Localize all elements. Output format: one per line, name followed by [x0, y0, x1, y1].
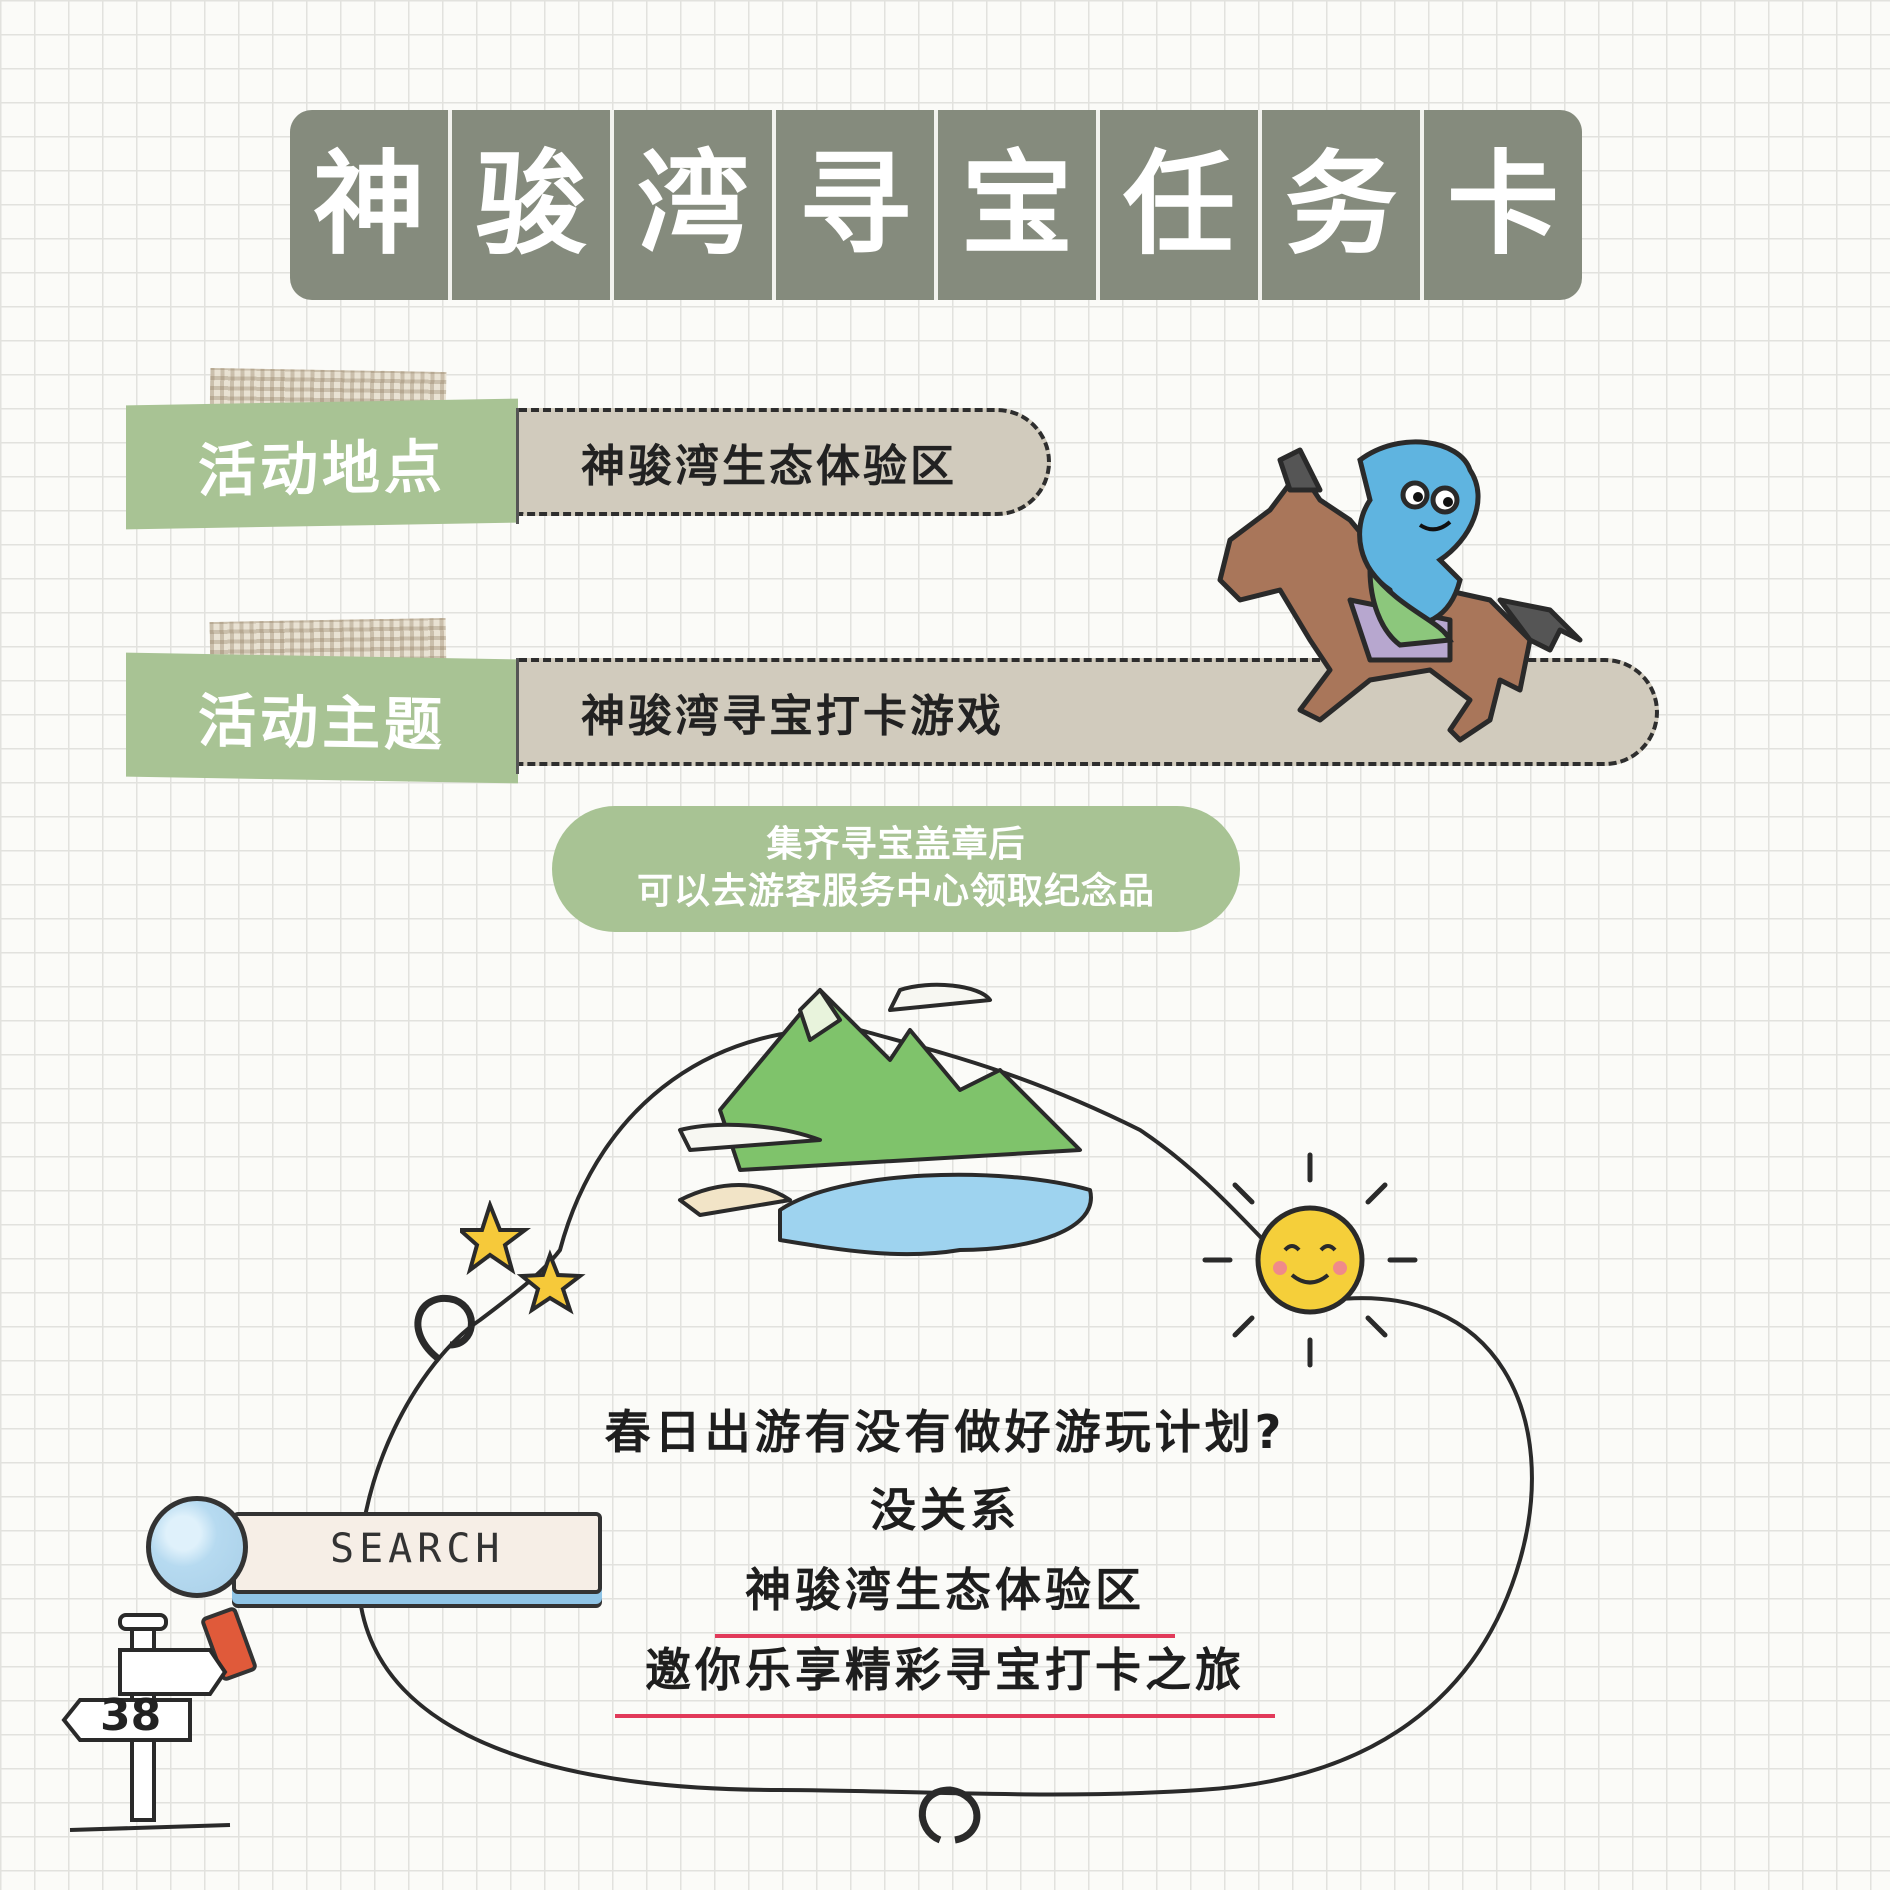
- notice-line: 集齐寻宝盖章后: [766, 824, 1026, 866]
- notice-line: 可以去游客服务中心领取纪念品: [636, 871, 1155, 912]
- notice-pill: 集齐寻宝盖章后 可以去游客服务中心领取纪念品: [552, 806, 1240, 932]
- location-value: 神骏湾生态体验区: [519, 408, 1051, 516]
- signpost-icon: [61, 1613, 231, 1832]
- title-char: 湾: [614, 110, 776, 300]
- cloud-line: 神骏湾生态体验区: [715, 1554, 1175, 1638]
- search-label: SEARCH: [330, 1526, 505, 1572]
- signpost-number: 38: [100, 1690, 162, 1741]
- row-divider: [516, 408, 519, 524]
- mountain-lake-illustration: [678, 982, 1093, 1257]
- horse-rider-illustration: [1217, 439, 1583, 743]
- search-bar-decoration: [232, 1512, 602, 1594]
- title-char: 任: [1100, 110, 1262, 300]
- magnifier-icon: [146, 1496, 248, 1598]
- row-divider: [516, 658, 519, 774]
- cloud-line: 春日出游有没有做好游玩计划?: [604, 1405, 1286, 1459]
- title-char: 务: [1262, 110, 1424, 300]
- sun-icon: [1202, 1152, 1418, 1368]
- cloud-line-highlight: 邀你乐享精彩寻宝打卡之旅: [0, 1634, 1890, 1718]
- title-banner: 神 骏 湾 寻 宝 任 务 卡: [290, 110, 1582, 300]
- title-char: 神: [290, 110, 452, 300]
- cloud-line: 没关系: [870, 1483, 1020, 1537]
- cloud-line: 邀你乐享精彩寻宝打卡之旅: [615, 1634, 1275, 1718]
- star-icon: [460, 1200, 586, 1315]
- title-char: 寻: [776, 110, 938, 300]
- title-char: 骏: [452, 110, 614, 300]
- title-char: 宝: [938, 110, 1100, 300]
- cloud-line-highlight: 神骏湾生态体验区: [0, 1554, 1890, 1638]
- title-char: 卡: [1447, 140, 1559, 270]
